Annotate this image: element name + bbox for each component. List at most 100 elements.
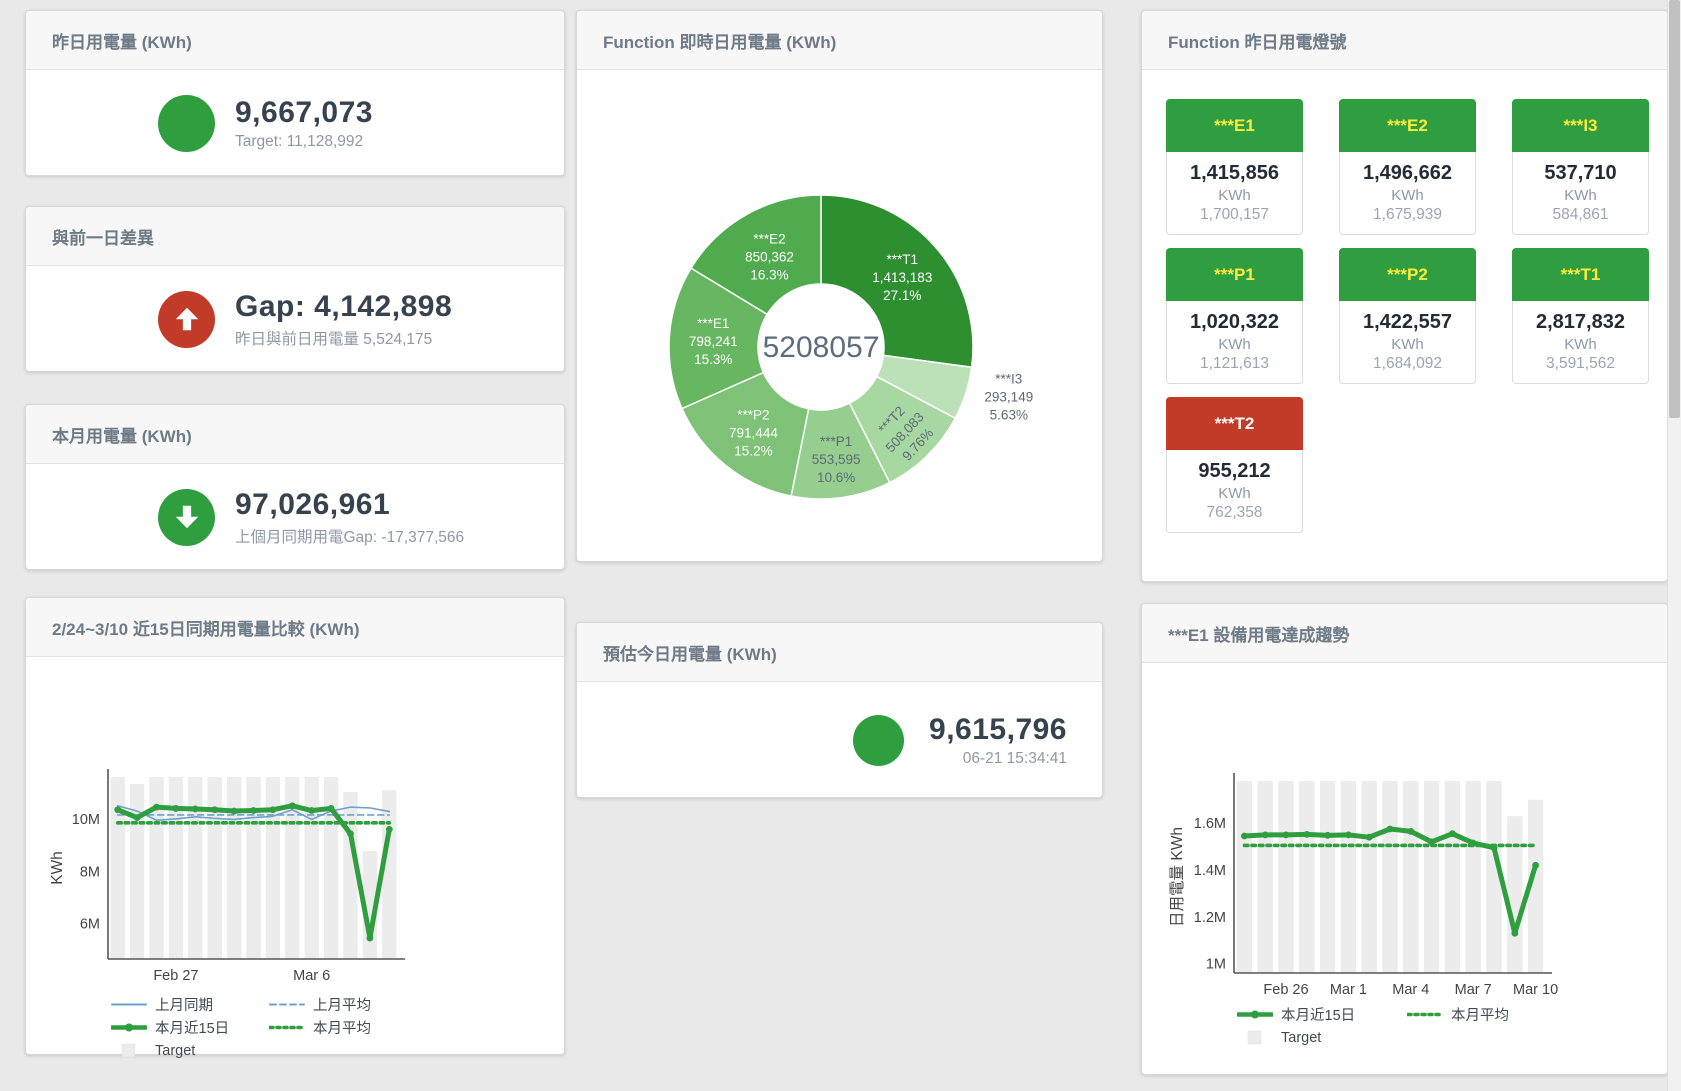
target-bar xyxy=(1299,781,1315,973)
series-point[interactable] xyxy=(1303,830,1311,838)
forecast-value: 9,615,796 xyxy=(929,712,1067,746)
light-tile-target: 1,684,092 xyxy=(1373,355,1442,372)
series-point[interactable] xyxy=(1449,830,1456,838)
light-tile: ***T1 2,817,832 KWh 3,591,562 xyxy=(1512,248,1649,384)
series-point[interactable] xyxy=(327,805,335,812)
series-point[interactable] xyxy=(1532,861,1539,869)
series-point[interactable] xyxy=(211,806,219,814)
target-bar xyxy=(265,777,281,959)
light-tile-unit: KWh xyxy=(1564,187,1597,204)
series-point[interactable] xyxy=(172,805,180,812)
target-bar xyxy=(1257,781,1273,973)
series-point[interactable] xyxy=(1345,831,1352,839)
y-axis-label: 日用電量 KWh xyxy=(1169,827,1186,927)
series-point[interactable] xyxy=(250,807,257,814)
legend-item[interactable]: 本月近15日 xyxy=(111,1018,269,1037)
legend-item[interactable]: 上月同期 xyxy=(111,995,269,1014)
card-realtime-donut: Function 即時日用電量 (KWh) ***T1 1,413,183 27.1… xyxy=(576,10,1103,562)
target-bar xyxy=(1444,781,1461,973)
series-point[interactable] xyxy=(1386,825,1394,833)
light-tile-value: 1,496,662 xyxy=(1363,162,1452,184)
series-point[interactable] xyxy=(347,830,354,838)
light-tile-target: 1,675,939 xyxy=(1373,206,1442,223)
series-point[interactable] xyxy=(230,807,238,815)
y-tick-label: 1.4M xyxy=(1194,863,1226,879)
light-tile-unit: KWh xyxy=(1218,485,1251,502)
legend-item[interactable]: 本月平均 xyxy=(1407,1005,1577,1024)
light-tile-unit: KWh xyxy=(1218,336,1251,353)
light-tile-body: 955,212 KWh 762,358 xyxy=(1166,450,1303,533)
light-tile: ***P1 1,020,322 KWh 1,121,613 xyxy=(1166,248,1303,384)
series-point[interactable] xyxy=(288,802,296,810)
series-point[interactable] xyxy=(191,805,199,813)
legend-label: 本月近15日 xyxy=(155,1021,230,1037)
x-tick-label: Mar 6 xyxy=(293,968,330,984)
card-forecast: 預估今日用電量 (KWh) 9,615,796 06-21 15:34:41 xyxy=(576,622,1103,798)
donut-slice-label: ***P1 553,595 10.6% xyxy=(812,434,861,485)
x-tick-label: Mar 10 xyxy=(1513,982,1558,998)
y-tick-label: 6M xyxy=(80,917,100,933)
card-title: 與前一日差異 xyxy=(26,207,564,266)
donut-svg: ***T1 1,413,183 27.1%***I3 293,149 5.63%***T… xyxy=(668,194,1033,500)
compare-chart-svg: 6M 8M 10M KWh Feb 27 Mar 6 xyxy=(49,769,405,984)
legend-item[interactable]: 上月平均 xyxy=(269,995,439,1014)
x-tick-label: Mar 4 xyxy=(1392,982,1429,998)
legend-item[interactable]: 本月平均 xyxy=(269,1018,439,1037)
light-tile: ***I3 537,710 KWh 584,861 xyxy=(1512,99,1649,235)
y-tick-label: 1.2M xyxy=(1194,910,1226,926)
donut-center-total: 5208057 xyxy=(763,331,880,364)
target-bar xyxy=(304,777,319,959)
compare-chart-plot[interactable]: 6M 8M 10M KWh Feb 27 Mar 6 xyxy=(26,657,564,993)
light-tile-body: 537,710 KWh 584,861 xyxy=(1512,152,1649,235)
legend-item[interactable]: 本月近15日 xyxy=(1237,1005,1407,1024)
series-point[interactable] xyxy=(1282,831,1290,839)
legend-swatch-thick-icon xyxy=(111,1023,147,1032)
series-point[interactable] xyxy=(153,803,160,811)
donut-slice-label: ***T1 1,413,183 27.1% xyxy=(872,252,932,303)
forecast-timestamp: 06-21 15:34:41 xyxy=(962,749,1067,767)
series-point[interactable] xyxy=(1365,833,1373,841)
legend-swatch-dash-icon xyxy=(269,1003,305,1006)
yesterday-target: Target: 11,128,992 xyxy=(235,132,364,150)
target-bar xyxy=(129,784,145,959)
series-point[interactable] xyxy=(385,825,393,833)
donut-chart-plot[interactable]: ***T1 1,413,183 27.1% ***I3 293,149 5.63% ***T… xyxy=(577,70,1102,562)
series-point[interactable] xyxy=(1407,827,1415,835)
scrollbar-thumb[interactable] xyxy=(1669,0,1680,418)
y-tick-label: 8M xyxy=(80,864,100,880)
series-point[interactable] xyxy=(114,806,122,814)
legend-label: 本月平均 xyxy=(313,1021,371,1037)
card-title: 昨日用電量 (KWh) xyxy=(26,11,564,70)
donut-slice-E1[interactable] xyxy=(668,267,769,410)
donut-slice-T1[interactable] xyxy=(820,194,974,369)
donut-slice-P2[interactable] xyxy=(681,371,810,497)
series-point[interactable] xyxy=(1261,831,1269,839)
y-tick-label: 1.6M xyxy=(1194,816,1226,832)
legend-item[interactable]: Target xyxy=(111,1041,269,1060)
legend-label: 上月平均 xyxy=(313,998,371,1014)
y-axis-label: KWh xyxy=(49,851,66,885)
card-title: Function 即時日用電量 (KWh) xyxy=(577,11,1102,70)
series-point[interactable] xyxy=(1324,831,1331,839)
card-month-usage: 本月用電量 (KWh) 97,026,961 上個月同期用電Gap: -17,3… xyxy=(25,404,565,570)
light-tile-name: ***E2 xyxy=(1339,99,1476,152)
scrollbar-track[interactable] xyxy=(1667,0,1681,1091)
card-status-lights: Function 昨日用電燈號 ***E1 1,415,856 KWh 1,700,1… xyxy=(1141,10,1668,582)
light-tile-name: ***T1 xyxy=(1512,248,1649,301)
light-tile-body: 1,415,856 KWh 1,700,157 xyxy=(1166,152,1303,235)
target-bar xyxy=(246,777,261,959)
target-bar xyxy=(323,777,339,959)
trend-chart-plot[interactable]: 1M 1.2M 1.4M 1.6M 日用電量 KWh Feb 26 Mar 1 Mar 4 Ma… xyxy=(1142,663,1667,1003)
series-point[interactable] xyxy=(366,934,374,942)
donut-slice-E2[interactable] xyxy=(690,194,822,316)
series-point[interactable] xyxy=(308,807,316,814)
x-tick-label: Mar 7 xyxy=(1455,982,1492,998)
legend-item[interactable]: Target xyxy=(1237,1028,1407,1047)
series-point[interactable] xyxy=(133,814,141,821)
series-point[interactable] xyxy=(1511,929,1519,937)
series-point[interactable] xyxy=(269,806,277,814)
trend-chart-legend: 本月近15日 本月平均 Target xyxy=(1142,1005,1667,1047)
series-point[interactable] xyxy=(1428,838,1435,846)
series-point[interactable] xyxy=(1241,832,1248,840)
light-tile-name: ***E1 xyxy=(1166,99,1303,152)
